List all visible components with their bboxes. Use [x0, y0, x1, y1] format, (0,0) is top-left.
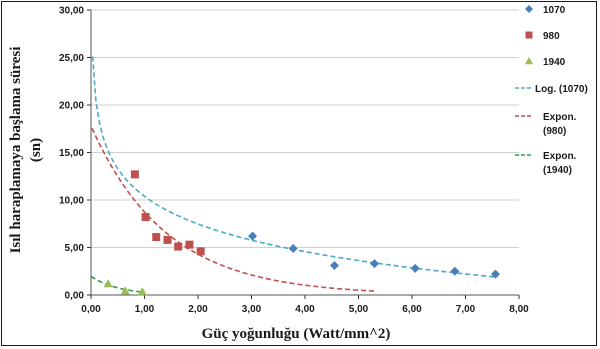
point-1070 [450, 266, 460, 276]
data-points [103, 170, 500, 296]
point-1070 [370, 259, 380, 269]
legend-label: Expon. [543, 112, 577, 123]
x-tick-label: 6,00 [402, 304, 422, 315]
point-1070 [248, 231, 258, 241]
trendline-1 [91, 56, 498, 279]
legend: 1070 980 1940 Log. (1070) Expon. (980) Expon. (… [515, 5, 588, 176]
point-1070 [329, 261, 339, 271]
trendlines [90, 56, 498, 294]
y-tick-label: 30,00 [59, 6, 84, 17]
legend-label: 1070 [543, 5, 566, 16]
y-tick-labels: 0,00 5,00 10,00 15,00 20,00 25,00 30,00 [59, 6, 84, 302]
legend-label: (980) [543, 126, 566, 137]
y-tick-label: 5,00 [65, 243, 85, 254]
trendline-2 [91, 127, 375, 292]
y-tick-label: 25,00 [59, 53, 84, 64]
legend-label: 1940 [543, 57, 566, 68]
point-1070 [288, 243, 298, 253]
point-980 [174, 242, 183, 251]
legend-label: 980 [543, 31, 560, 42]
trendline-3 [90, 275, 145, 294]
y-tick-label: 20,00 [59, 101, 84, 112]
point-1940 [120, 286, 130, 295]
x-tick-label: 0,00 [81, 304, 101, 315]
point-980 [196, 247, 205, 256]
x-tick-label: 3,00 [242, 304, 262, 315]
legend-label: (1940) [543, 165, 572, 176]
y-tick-label: 15,00 [59, 148, 84, 159]
point-1940 [103, 279, 113, 288]
point-1070 [410, 263, 420, 273]
grid-lines [91, 9, 519, 248]
x-tick-label: 7,00 [456, 304, 476, 315]
legend-label: Log. (1070) [535, 84, 588, 95]
point-980 [130, 170, 139, 179]
y-tick-label: 0,00 [65, 291, 85, 302]
point-980 [141, 213, 150, 222]
legend-marker-1940 [525, 57, 533, 65]
legend-label: Expon. [543, 151, 577, 162]
x-tick-label: 1,00 [135, 304, 155, 315]
x-tick-label: 4,00 [295, 304, 315, 315]
y-tick-label: 10,00 [59, 196, 84, 207]
axes [87, 9, 520, 299]
y-axis-title-line1: Isıl haraplamaya başlama süresi [8, 47, 24, 254]
legend-marker-1070 [525, 5, 533, 13]
x-tick-label: 2,00 [188, 304, 208, 315]
x-axis-title: Güç yoğunluğu (Watt/mm^2) [202, 326, 391, 342]
point-980 [185, 240, 194, 249]
x-tick-labels: 0,00 1,00 2,00 3,00 4,00 5,00 6,00 7,00 8,00 [81, 304, 529, 315]
x-tick-label: 5,00 [349, 304, 369, 315]
point-1940 [137, 287, 147, 296]
point-980 [163, 235, 172, 244]
legend-marker-980 [525, 31, 533, 39]
point-1070 [490, 269, 500, 279]
y-axis-title-line2: (sn) [28, 138, 44, 162]
point-980 [152, 233, 161, 242]
x-tick-label: 8,00 [509, 304, 529, 315]
